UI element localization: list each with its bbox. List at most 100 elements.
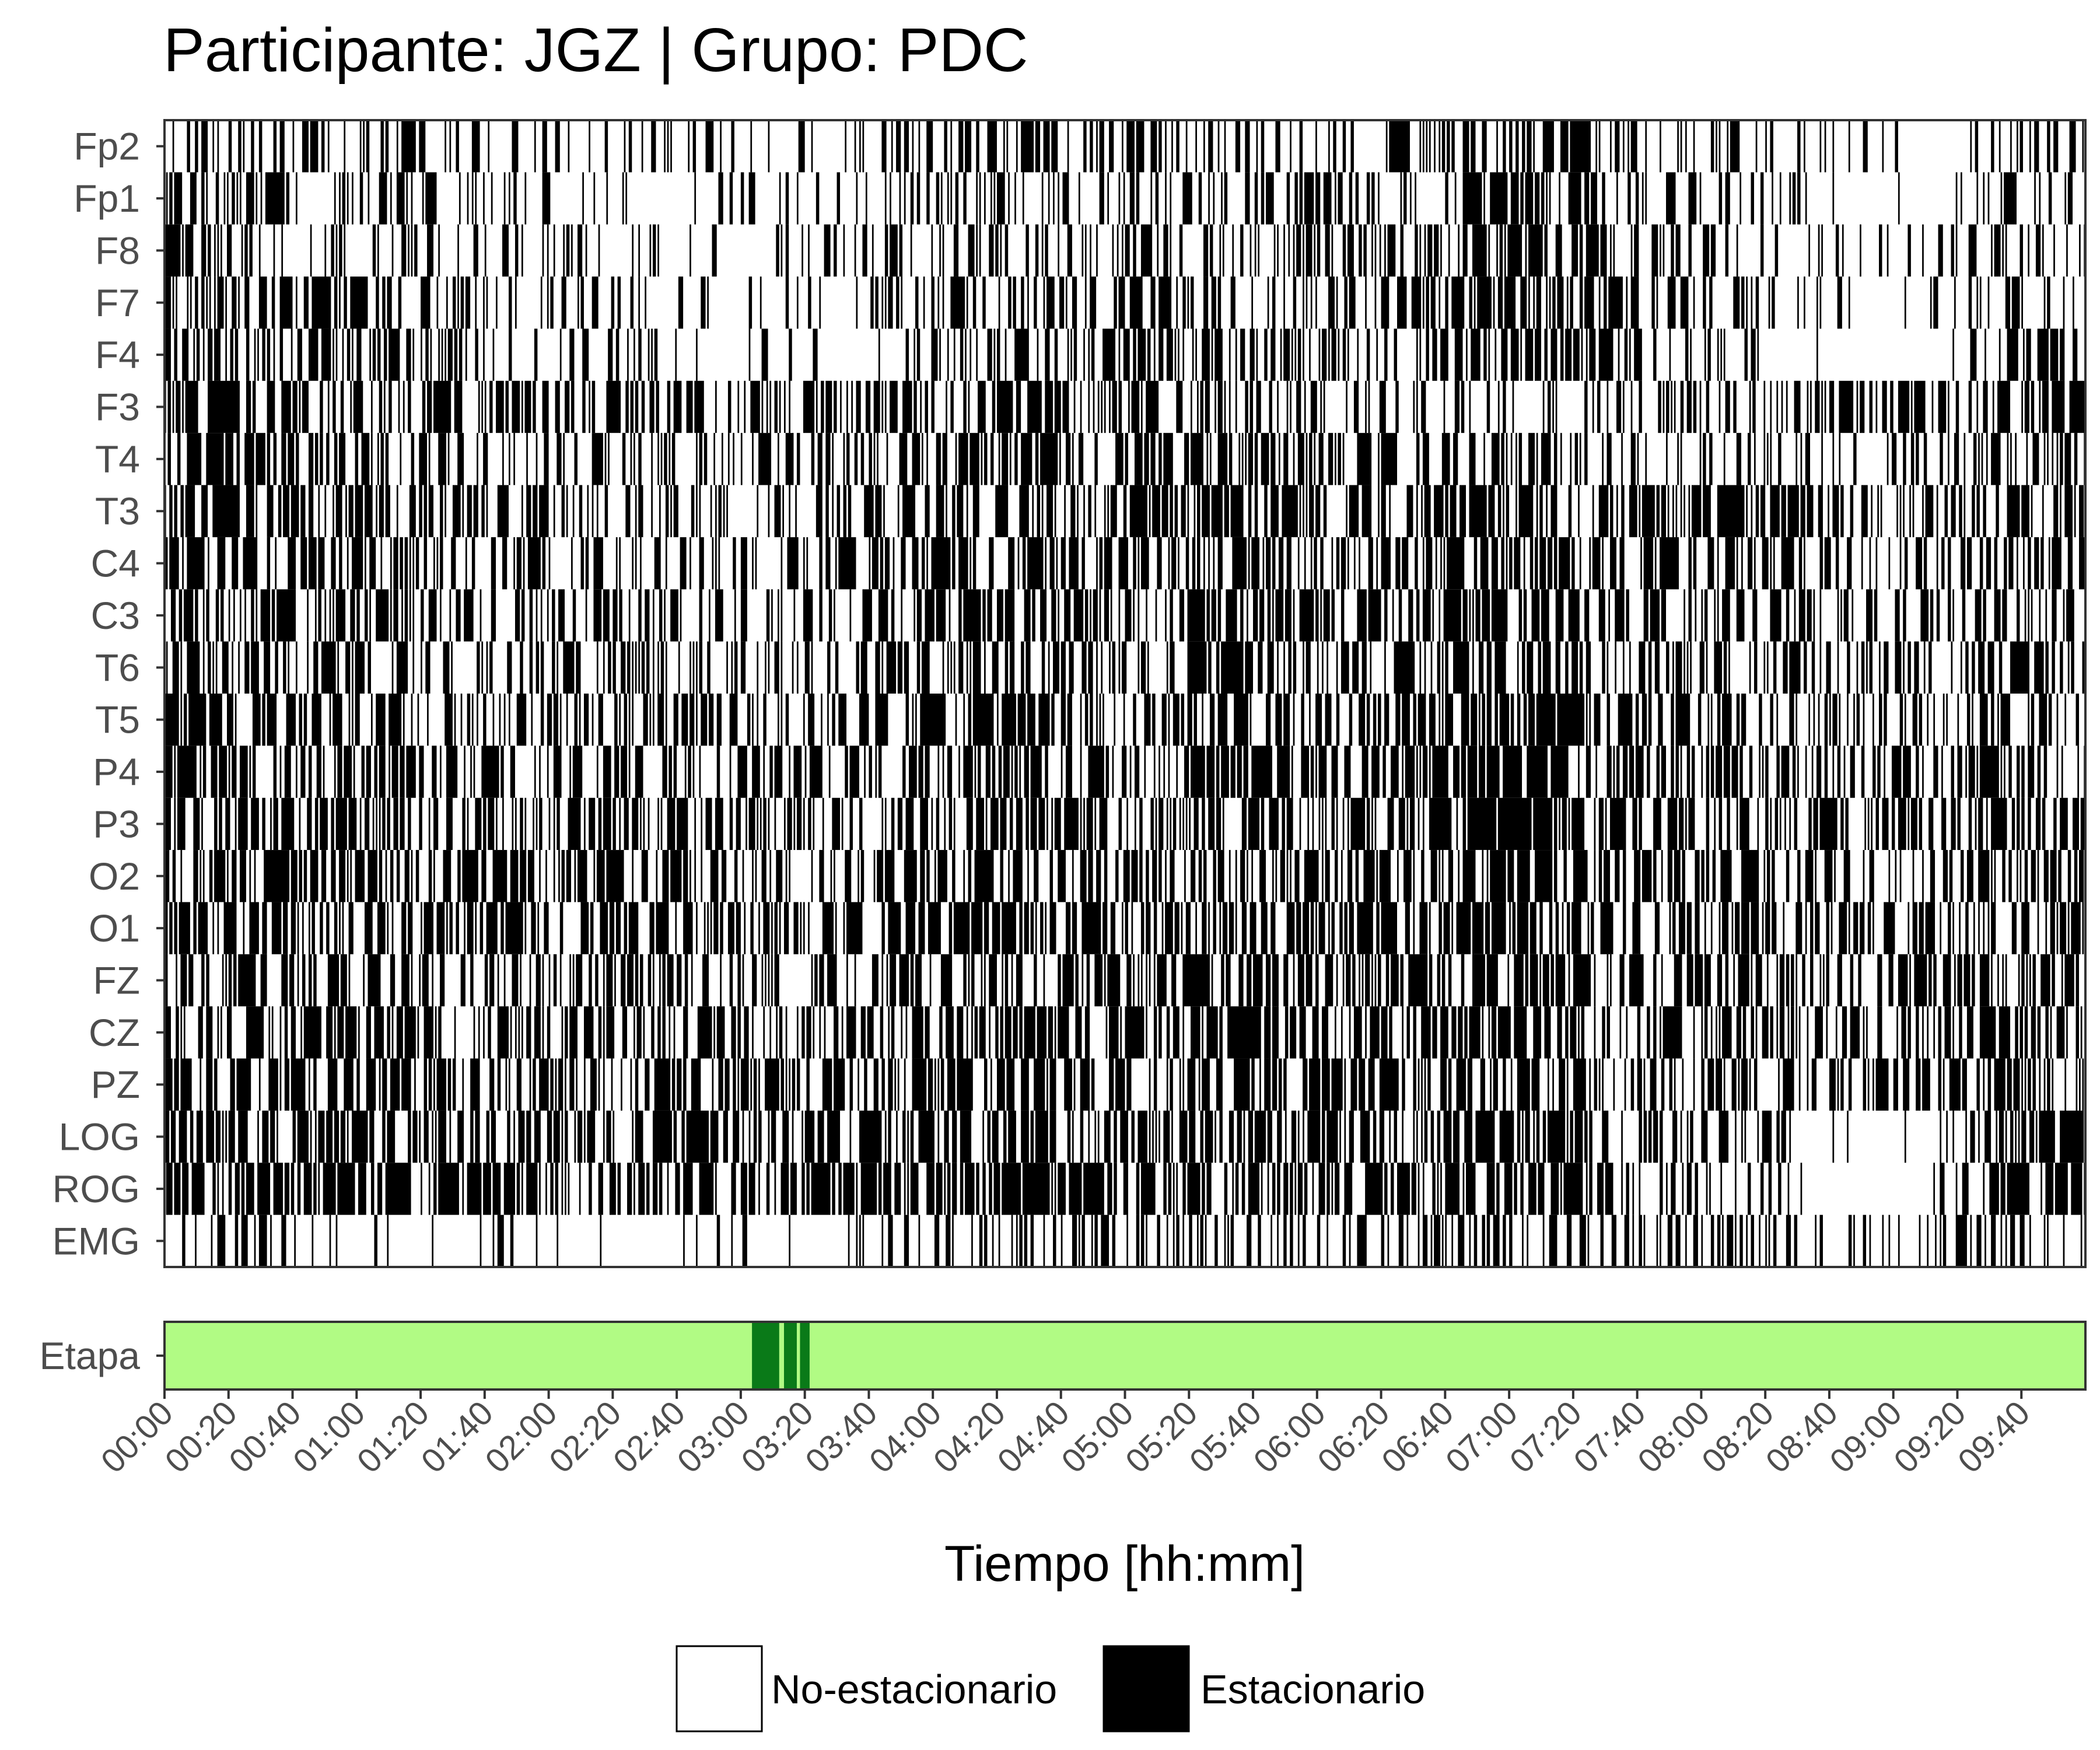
heatmap-cell-estacionario (299, 380, 301, 433)
heatmap-cell-estacionario (1251, 1058, 1255, 1111)
heatmap-cell-estacionario (694, 850, 696, 902)
heatmap-cell-estacionario (300, 1006, 302, 1059)
heatmap-cell-estacionario (1503, 746, 1522, 798)
heatmap-cell-estacionario (1099, 537, 1103, 590)
heatmap-cell-estacionario (765, 954, 766, 1007)
heatmap-cell-estacionario (177, 797, 186, 850)
heatmap-cell-estacionario (1040, 902, 1044, 954)
heatmap-cell-estacionario (970, 537, 972, 590)
heatmap-cell-estacionario (1656, 1214, 1658, 1267)
heatmap-cell-estacionario (673, 380, 682, 433)
heatmap-cell-estacionario (2015, 1110, 2017, 1163)
heatmap-cell-estacionario (558, 589, 565, 642)
heatmap-cell-estacionario (1979, 694, 1988, 746)
heatmap-cell-estacionario (1065, 902, 1071, 954)
heatmap-cell-estacionario (488, 797, 495, 850)
heatmap-cell-estacionario (1438, 902, 1442, 954)
heatmap-cell-estacionario (217, 1006, 219, 1059)
heatmap-cell-estacionario (769, 850, 772, 902)
heatmap-cell-estacionario (1904, 694, 1906, 746)
heatmap-cell-estacionario (451, 537, 456, 590)
heatmap-cell-estacionario (1346, 380, 1348, 433)
heatmap-cell-estacionario (2043, 746, 2048, 798)
heatmap-cell-estacionario (1440, 1058, 1447, 1111)
heatmap-cell-estacionario (258, 120, 262, 173)
heatmap-cell-estacionario (1046, 485, 1054, 537)
heatmap-cell-estacionario (201, 485, 208, 537)
heatmap-cell-estacionario (1331, 224, 1334, 277)
heatmap-cell-estacionario (335, 224, 338, 277)
heatmap-cell-estacionario (1634, 328, 1642, 381)
heatmap-cell-estacionario (256, 172, 258, 225)
heatmap-cell-estacionario (1080, 797, 1082, 850)
heatmap-cell-estacionario (1353, 537, 1356, 590)
heatmap-cell-estacionario (334, 902, 338, 954)
heatmap-cell-estacionario (164, 1006, 171, 1059)
heatmap-cell-estacionario (1991, 1214, 1996, 1267)
heatmap-cell-estacionario (1176, 746, 1178, 798)
heatmap-cell-estacionario (1979, 537, 1983, 590)
heatmap-cell-estacionario (1815, 1214, 1817, 1267)
heatmap-cell-estacionario (1891, 746, 1902, 798)
heatmap-cell-estacionario (516, 1163, 520, 1215)
heatmap-cell-estacionario (1155, 1110, 1157, 1163)
heatmap-cell-estacionario (339, 224, 342, 277)
heatmap-cell-estacionario (1355, 172, 1359, 225)
heatmap-cell-estacionario (771, 589, 773, 642)
heatmap-cell-estacionario (881, 1058, 885, 1111)
heatmap-cell-estacionario (225, 954, 228, 1007)
heatmap-cell-estacionario (1331, 797, 1335, 850)
heatmap-cell-estacionario (1290, 1006, 1297, 1059)
heatmap-cell-estacionario (707, 641, 710, 694)
heatmap-cell-estacionario (1469, 380, 1471, 433)
heatmap-cell-estacionario (1267, 1110, 1272, 1163)
heatmap-cell-estacionario (382, 797, 386, 850)
heatmap-cell-estacionario (290, 1006, 296, 1059)
heatmap-cell-estacionario (220, 224, 222, 277)
heatmap-cell-estacionario (982, 276, 986, 329)
heatmap-cell-estacionario (449, 589, 452, 642)
heatmap-cell-estacionario (1405, 902, 1410, 954)
heatmap-cell-estacionario (1240, 328, 1245, 381)
heatmap-cell-estacionario (246, 1163, 254, 1215)
heatmap-cell-estacionario (757, 797, 759, 850)
heatmap-cell-estacionario (783, 797, 786, 850)
heatmap-cell-estacionario (2039, 694, 2048, 746)
heatmap-cell-estacionario (459, 172, 461, 225)
heatmap-cell-estacionario (1940, 1214, 1942, 1267)
heatmap-cell-estacionario (936, 172, 940, 225)
heatmap-cell-estacionario (1194, 485, 1196, 537)
heatmap-cell-estacionario (480, 902, 484, 954)
heatmap-cell-estacionario (1435, 537, 1437, 590)
heatmap-cell-estacionario (606, 954, 613, 1007)
heatmap-cell-estacionario (1797, 746, 1799, 798)
heatmap-cell-estacionario (1432, 328, 1437, 381)
heatmap-cell-estacionario (1794, 589, 1796, 642)
heatmap-cell-estacionario (264, 641, 271, 694)
heatmap-cell-estacionario (1158, 276, 1172, 329)
heatmap-cell-estacionario (1895, 850, 1897, 902)
heatmap-cell-estacionario (457, 224, 459, 277)
heatmap-cell-estacionario (1908, 1006, 1911, 1059)
heatmap-cell-estacionario (808, 224, 810, 277)
heatmap-cell-estacionario (1131, 850, 1138, 902)
heatmap-cell-estacionario (640, 537, 642, 590)
heatmap-cell-estacionario (768, 641, 770, 694)
heatmap-cell-estacionario (1429, 120, 1431, 173)
heatmap-cell-estacionario (1278, 537, 1284, 590)
heatmap-cell-estacionario (608, 641, 611, 694)
heatmap-cell-estacionario (1523, 694, 1527, 746)
heatmap-cell-estacionario (1772, 850, 1775, 902)
heatmap-cell-estacionario (2071, 641, 2074, 694)
heatmap-cell-estacionario (1628, 120, 1629, 173)
heatmap-cell-estacionario (1307, 1110, 1321, 1163)
heatmap-cell-estacionario (1951, 485, 1956, 537)
heatmap-cell-estacionario (608, 328, 613, 381)
heatmap-cell-estacionario (201, 172, 205, 225)
heatmap-cell-estacionario (742, 850, 744, 902)
heatmap-cell-estacionario (1060, 694, 1066, 746)
heatmap-cell-estacionario (957, 1006, 964, 1059)
heatmap-cell-estacionario (2032, 433, 2039, 485)
heatmap-cell-estacionario (275, 641, 278, 694)
heatmap-cell-estacionario (1667, 850, 1672, 902)
